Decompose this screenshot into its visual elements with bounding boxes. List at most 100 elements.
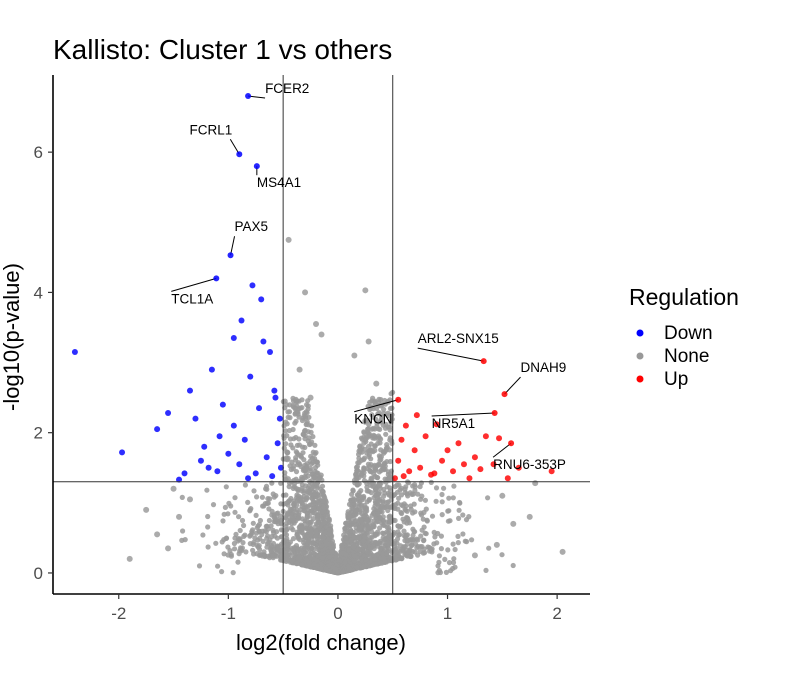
scatter-point-down [192,415,199,422]
scatter-point-none [351,544,357,550]
scatter-point-none [446,495,452,501]
scatter-point-none [452,546,458,553]
scatter-point-none [315,552,321,559]
scatter-point-none [303,556,310,562]
scatter-point-none [236,514,242,520]
scatter-point-none [316,506,322,512]
gene-label-connector [492,442,512,458]
scatter-point-none [375,511,381,517]
scatter-point-none [295,555,301,562]
scatter-point-none [378,560,384,566]
scatter-point-none [305,403,311,409]
legend-entry-up: Up [636,369,688,390]
scatter-point-up [433,421,440,428]
scatter-point-none [307,563,313,569]
scatter-point-none [431,529,437,536]
scatter-point-none [314,483,320,489]
scatter-point-none [300,432,306,438]
scatter-point-none [365,443,372,450]
scatter-point-none [381,493,387,499]
scatter-point-none [493,541,500,548]
scatter-point-down [154,426,161,433]
scatter-point-none [257,517,263,524]
scatter-point-none [293,457,299,463]
scatter-point-none [434,540,440,546]
scatter-point-down [238,317,245,324]
scatter-point-none [387,458,393,465]
scatter-point-down [260,338,267,345]
scatter-point-none [220,518,226,524]
scatter-point-none [254,494,260,500]
scatter-point-none [257,535,263,541]
scatter-point-none [309,481,315,487]
scatter-point-none [306,550,312,556]
scatter-point-none [387,405,394,412]
scatter-point-down [263,454,270,461]
scatter-point-up [411,447,418,454]
scatter-point-none [165,545,172,552]
axes: -2 -1 0 1 2 0 2 4 6 [34,75,590,623]
scatter-point-none [384,503,390,510]
scatter-point-none [320,509,326,515]
scatter-point-none [275,521,281,527]
scatter-point-none [223,535,229,542]
scatter-point-none [346,547,352,553]
scatter-point-none [360,506,366,512]
scatter-point-none [394,482,400,488]
scatter-point-none [384,499,390,505]
gene-label: NR5A1 [432,416,476,431]
scatter-point-none [325,537,331,543]
scatter-point-none [314,557,320,564]
scatter-point-none [126,555,133,562]
scatter-point-none [381,406,387,412]
scatter-point-none [424,518,430,524]
scatter-point-none [332,566,338,572]
scatter-point-none [398,543,404,549]
scatter-point-none [408,506,414,512]
scatter-point-none [339,543,345,549]
scatter-point-none [275,510,281,516]
x-tick-label: 1 [443,604,452,623]
scatter-point-up [477,466,484,473]
scatter-point-none [407,553,413,560]
scatter-point-up [400,473,407,480]
scatter-point-none [433,498,439,504]
scatter-point-none [298,454,304,460]
scatter-point-none [283,492,289,498]
scatter-point-none [307,394,314,401]
scatter-point-none [385,410,391,416]
scatter-point-none [356,535,362,541]
scatter-point-none [420,516,426,522]
scatter-point-none [363,439,369,445]
scatter-point-none [235,536,241,542]
scatter-point-none [395,523,401,529]
scatter-point-none [358,518,364,524]
scatter-point-none [350,496,357,502]
gene-label: TCL1A [171,291,213,306]
scatter-point-none [295,515,301,521]
scatter-point-none [205,513,211,520]
scatter-point-none [288,466,294,473]
scatter-point-none [264,541,271,547]
scatter-point-none [372,493,379,499]
scatter-point-none [446,560,453,566]
scatter-point-none [385,540,391,546]
scatter-points [71,236,566,562]
scatter-point-none [377,457,383,464]
scatter-point-none [436,567,442,574]
scatter-point-none [302,532,308,539]
scatter-point-none [320,555,326,561]
scatter-point-down [274,440,281,447]
scatter-point-down-labeled [236,151,243,158]
scatter-point-none [460,531,466,537]
scatter-point-none [221,551,227,557]
legend-entry-none: None [636,346,709,367]
scatter-point-none [350,506,356,512]
legend-title: Regulation [629,284,739,310]
scatter-point-none [362,287,369,294]
scatter-point-none [213,540,219,546]
scatter-point-none [287,517,293,523]
scatter-point-none [510,520,517,527]
scatter-point-none [355,482,361,488]
scatter-point-none [316,537,322,543]
